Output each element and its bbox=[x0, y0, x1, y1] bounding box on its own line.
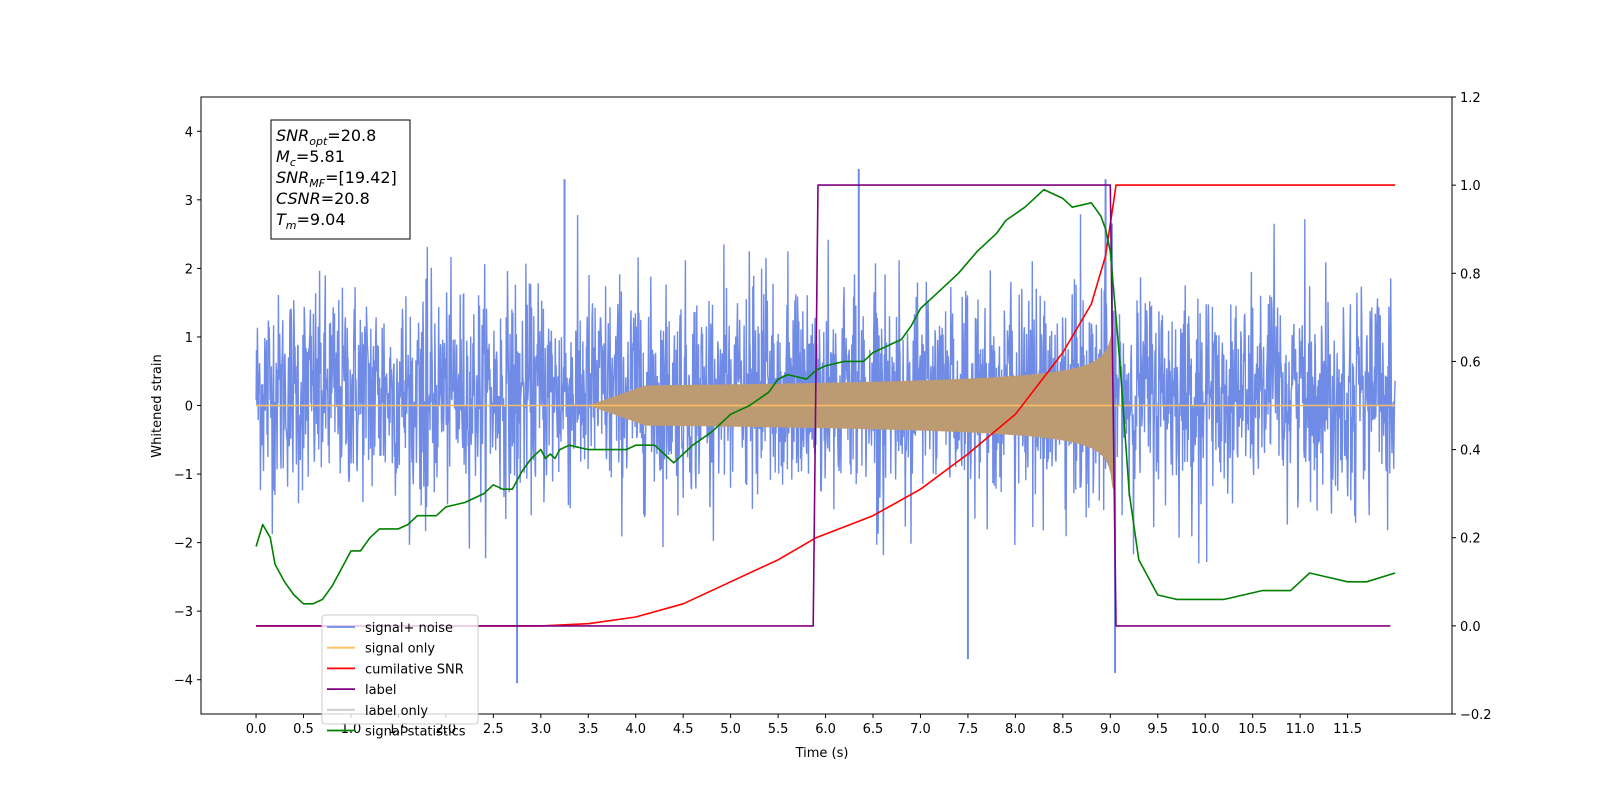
y-left-tick-label: −1 bbox=[174, 468, 193, 483]
legend-entry: signal+ noise bbox=[365, 621, 453, 636]
y-left-tick-label: 4 bbox=[185, 125, 193, 140]
series-cumilative-snr bbox=[256, 184, 1396, 627]
x-tick-label: 6.5 bbox=[863, 722, 884, 737]
x-tick-label: 2.5 bbox=[483, 722, 504, 737]
y-right-tick-label: 0.6 bbox=[1460, 355, 1481, 370]
info-box-frame bbox=[270, 119, 411, 240]
legend-frame bbox=[321, 614, 479, 725]
legend-entry: signal statistics bbox=[365, 725, 466, 740]
y-right-tick-label: 0.8 bbox=[1460, 267, 1481, 282]
y-left-tick-label: 3 bbox=[185, 194, 193, 209]
x-tick-label: 11.5 bbox=[1333, 722, 1362, 737]
info-box-line: CSNR=20.8 bbox=[276, 189, 370, 208]
legend-entry: cumilative SNR bbox=[365, 662, 464, 677]
x-tick-label: 7.5 bbox=[958, 722, 979, 737]
signal-only-series bbox=[256, 319, 1396, 492]
info-box-line: SNRMF=[19.42] bbox=[276, 168, 397, 190]
info-box-line: SNRopt=20.8 bbox=[276, 126, 376, 148]
y-axis-right-ticks: −0.2 0.0 0.2 0.4 0.6 0.8 1.0 1.2 bbox=[1452, 91, 1492, 723]
legend-entry: label only bbox=[365, 704, 428, 719]
x-tick-label: 6.0 bbox=[815, 722, 836, 737]
x-tick-label: 0.5 bbox=[293, 722, 314, 737]
x-tick-label: 10.0 bbox=[1191, 722, 1220, 737]
x-tick-label: 3.0 bbox=[530, 722, 551, 737]
x-tick-label: 9.0 bbox=[1100, 722, 1121, 737]
y-left-tick-label: −4 bbox=[174, 674, 193, 689]
x-tick-label: 8.0 bbox=[1005, 722, 1026, 737]
x-tick-label: 9.5 bbox=[1147, 722, 1168, 737]
x-tick-label: 3.5 bbox=[578, 722, 599, 737]
x-axis-label: Time (s) bbox=[795, 746, 849, 761]
y-left-tick-label: 1 bbox=[185, 331, 193, 346]
x-tick-label: 5.5 bbox=[768, 722, 789, 737]
x-tick-label: 8.5 bbox=[1052, 722, 1073, 737]
y-left-tick-label: 2 bbox=[185, 262, 193, 277]
y-axis-label: Whitened strain bbox=[150, 354, 165, 457]
x-tick-label: 1.0 bbox=[341, 722, 362, 737]
y-axis-left-ticks: −4 −3 −2 −1 0 1 2 3 4 bbox=[174, 125, 201, 689]
x-tick-label: 5.0 bbox=[720, 722, 741, 737]
plot-area bbox=[255, 168, 1396, 684]
line-series bbox=[255, 184, 1396, 627]
info-box-line: Tm=9.04 bbox=[276, 210, 346, 232]
y-right-tick-label: 1.0 bbox=[1460, 179, 1481, 194]
x-axis-ticks: 0.0 0.5 1.0 1.5 2.0 2.5 3.0 3.5 4.0 4.5 5.0 5.5 6.0 6… bbox=[246, 714, 1362, 737]
legend-entry: label bbox=[365, 683, 396, 698]
signal-noise-line bbox=[255, 214, 1396, 564]
y-left-tick-label: −2 bbox=[174, 537, 193, 552]
info-box: SNRopt=20.8Mc=5.81SNRMF=[19.42]CSNR=20.8… bbox=[270, 119, 411, 240]
x-tick-label: 4.0 bbox=[625, 722, 646, 737]
info-box-line: Mc=5.81 bbox=[276, 147, 345, 169]
series-label bbox=[256, 184, 1391, 627]
x-tick-label: 1.5 bbox=[388, 722, 409, 737]
y-right-tick-label: 0.0 bbox=[1460, 620, 1481, 635]
x-tick-label: 0.0 bbox=[246, 722, 267, 737]
y-right-tick-label: −0.2 bbox=[1460, 708, 1492, 723]
series-signal-statistics bbox=[255, 188, 1396, 605]
y-left-tick-label: −3 bbox=[174, 605, 193, 620]
legend: signal+ noise signal only cumilative SNR la… bbox=[321, 614, 479, 740]
y-right-tick-label: 1.2 bbox=[1460, 91, 1481, 106]
y-left-tick-label: 0 bbox=[185, 400, 193, 415]
x-tick-label: 4.5 bbox=[673, 722, 694, 737]
legend-entry: signal only bbox=[365, 642, 435, 657]
y-right-tick-label: 0.4 bbox=[1460, 444, 1481, 459]
y-right-tick-label: 0.2 bbox=[1460, 532, 1481, 547]
x-tick-label: 2.0 bbox=[436, 722, 457, 737]
x-tick-label: 10.5 bbox=[1238, 722, 1267, 737]
x-tick-label: 11.0 bbox=[1286, 722, 1315, 737]
x-tick-label: 7.0 bbox=[910, 722, 931, 737]
